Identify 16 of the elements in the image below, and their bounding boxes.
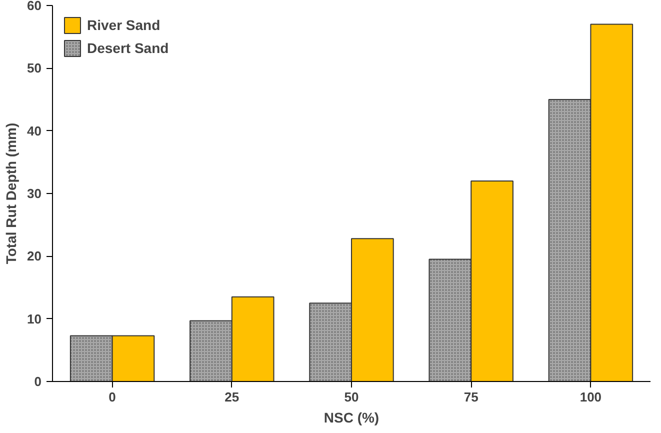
x-tick-label: 75: [464, 390, 478, 404]
y-tick-label: 0: [34, 374, 42, 389]
legend-label: Desert Sand: [87, 40, 169, 56]
x-axis-title: NSC (%): [324, 410, 380, 426]
x-tick-label: 25: [224, 390, 240, 404]
y-tick-label: 20: [27, 248, 42, 264]
y-tick-label: 40: [27, 123, 42, 138]
legend-label: River Sand: [87, 17, 160, 33]
y-tick-label: 60: [27, 0, 42, 13]
x-tick-label: 0: [108, 390, 116, 404]
x-tick-label: 50: [344, 390, 359, 404]
y-tick-label: 50: [27, 60, 42, 76]
x-tick-label: 100: [580, 390, 602, 404]
y-axis-title: Total Rut Depth (mm): [3, 122, 20, 264]
y-tick-label: 30: [27, 186, 42, 201]
y-tick-label: 10: [27, 311, 42, 326]
